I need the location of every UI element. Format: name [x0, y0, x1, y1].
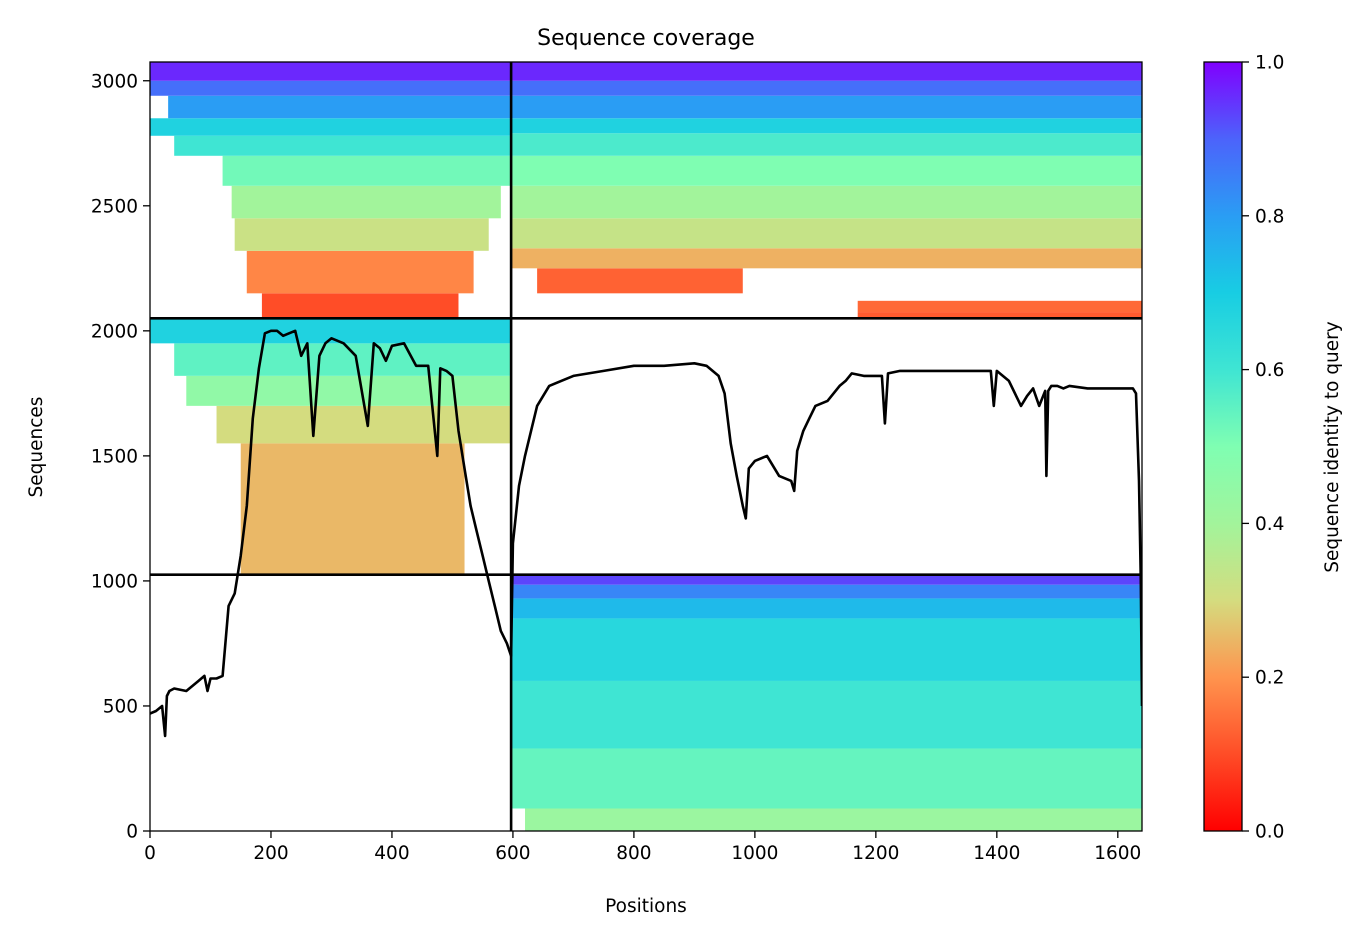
coverage-row [216, 405, 512, 444]
coverage-row [240, 443, 465, 575]
coverage-row [511, 133, 1142, 156]
coverage-row [511, 185, 1142, 219]
coverage-row [511, 118, 1142, 134]
colorbar-tick-label: 0.0 [1255, 822, 1284, 843]
y-tick-label: 1000 [91, 571, 138, 592]
coverage-row [150, 80, 512, 96]
colorbar-axis: 0.0 0.2 0.4 0.6 0.8 1.0 [1242, 53, 1284, 843]
coverage-row [511, 155, 1142, 186]
coverage-row [222, 155, 512, 186]
x-tick-label: 600 [495, 843, 530, 864]
colorbar-tick-label: 0.4 [1255, 514, 1284, 535]
y-tick-label: 2500 [91, 196, 138, 217]
coverage-block-1 [511, 62, 1142, 319]
chart-title: Sequence coverage [537, 26, 755, 51]
coverage-row [261, 293, 459, 319]
x-tick-label: 400 [374, 843, 409, 864]
colorbar [1203, 61, 1243, 832]
y-tick-label: 500 [103, 696, 138, 717]
x-axis: 0 200 400 600 800 1000 1200 1400 1600 [144, 831, 1141, 864]
y-tick-label: 2000 [91, 321, 138, 342]
coverage-row [168, 95, 512, 119]
colorbar-tick-label: 0.2 [1255, 668, 1284, 689]
x-axis-label: Positions [605, 896, 687, 917]
y-axis-label: Sequences [26, 397, 47, 498]
coverage-row [234, 218, 489, 251]
coverage-row [231, 185, 501, 219]
colorbar-tick-label: 0.6 [1255, 360, 1284, 381]
coverage-row [511, 62, 1142, 81]
x-tick-label: 1200 [852, 843, 899, 864]
coverage-row [511, 598, 1142, 619]
block-dividers [150, 62, 1142, 831]
coverage-row [511, 95, 1142, 119]
x-tick-label: 800 [616, 843, 651, 864]
x-tick-label: 0 [144, 843, 156, 864]
x-tick-label: 1600 [1094, 843, 1141, 864]
coverage-row [525, 808, 1142, 831]
coverage-row [537, 268, 743, 294]
x-tick-label: 200 [253, 843, 288, 864]
colorbar-tick-label: 0.8 [1255, 206, 1284, 227]
x-tick-label: 1000 [731, 843, 778, 864]
y-tick-label: 0 [126, 822, 138, 843]
coverage-row [511, 748, 1142, 809]
coverage-row [511, 618, 1142, 681]
coverage-row [857, 300, 1142, 313]
colorbar-label: Sequence identity to query [1322, 321, 1343, 573]
coverage-block-0 [150, 62, 512, 319]
y-axis: 0 500 1000 1500 2000 2500 3000 [91, 71, 150, 843]
coverage-row [150, 118, 512, 136]
coverage-row [246, 250, 474, 294]
coverage-line [150, 329, 1142, 738]
x-tick-label: 1400 [973, 843, 1020, 864]
y-tick-label: 3000 [91, 71, 138, 92]
coverage-block-5 [511, 574, 1142, 831]
coverage-blocks [150, 62, 1142, 831]
coverage-row [511, 80, 1142, 96]
coverage-row [511, 218, 1142, 249]
coverage-row [174, 135, 512, 156]
coverage-row [511, 680, 1142, 749]
coverage-row [511, 248, 1142, 269]
coverage-row [150, 62, 512, 81]
plot-frame [149, 61, 1143, 832]
coverage-row [857, 312, 1142, 319]
coverage-row [511, 574, 1142, 585]
coverage-line-series [150, 329, 1142, 738]
coverage-block-2 [150, 318, 512, 575]
coverage-row [511, 584, 1142, 599]
colorbar-tick-label: 1.0 [1255, 53, 1284, 74]
coverage-row [174, 343, 512, 376]
y-tick-label: 1500 [91, 446, 138, 467]
coverage-row [186, 375, 512, 406]
